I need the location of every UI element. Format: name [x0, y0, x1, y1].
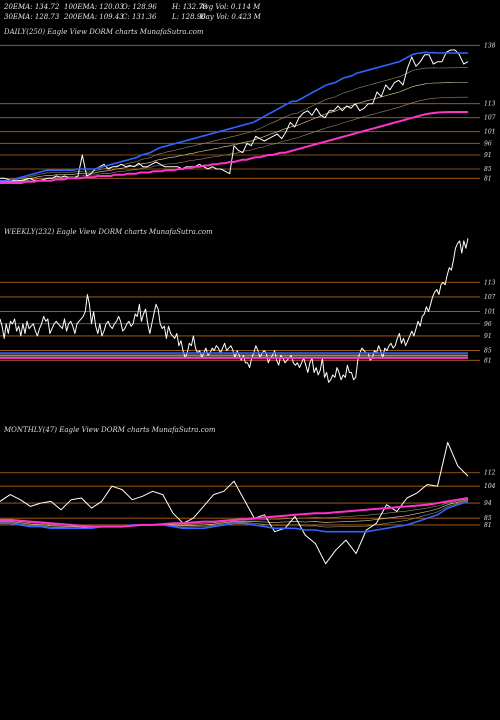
- ema200-value: 200EMA: 109.43: [64, 13, 124, 21]
- monthly-ema-fast-line: [0, 500, 469, 533]
- high-value: H: 132.79: [172, 3, 208, 11]
- ema20-value: 20EMA: 134.72: [4, 3, 60, 11]
- daily-price-line: [0, 49, 469, 182]
- close-value: C: 131.36: [122, 13, 157, 21]
- daily-ema-fast-line: [0, 51, 468, 182]
- weekly-tick-label: 91: [484, 333, 492, 340]
- daily-tick-label: 138: [484, 42, 496, 49]
- monthly-tick-label: 94: [484, 500, 492, 507]
- weekly-tick-label: 96: [484, 321, 492, 328]
- weekly-tick-label: 107: [484, 294, 496, 301]
- weekly-tick-label: 113: [484, 279, 496, 286]
- daily-ema-long-line: [0, 111, 468, 184]
- avg-vol-value: Avg Vol: 0.114 M: [200, 3, 261, 11]
- daily-tick-label: 85: [484, 166, 492, 173]
- weekly-tick-label: 101: [484, 309, 495, 316]
- monthly-ema-long-line: [0, 497, 469, 528]
- weekly-price-line: [0, 238, 469, 383]
- monthly-tick-label: 85: [484, 515, 492, 522]
- monthly-tick-label: 81: [484, 522, 492, 529]
- day-vol-value: Day Vol: 0.423 M: [200, 13, 261, 21]
- daily-chart-title: DAILY(250) Eagle View DORM charts Munafa…: [4, 28, 204, 36]
- weekly-tick-label: 85: [484, 348, 492, 355]
- weekly-chart-title: WEEKLY(232) Eagle View DORM charts Munaf…: [4, 228, 213, 236]
- monthly-tick-label: 104: [484, 483, 496, 490]
- monthly-ma-line: [0, 499, 469, 528]
- daily-tick-label: 81: [484, 175, 492, 182]
- ema100-value: 100EMA: 120.03: [64, 3, 124, 11]
- daily-chart-panel: 138 113 107 101 96 91 85 81: [0, 42, 496, 184]
- monthly-tick-label: 112: [484, 470, 496, 477]
- daily-tick-label: 107: [484, 115, 496, 122]
- daily-tick-label: 91: [484, 152, 492, 159]
- daily-ma-line: [0, 67, 468, 182]
- daily-tick-label: 113: [484, 101, 496, 108]
- stats-row-2: 30EMA: 128.73 200EMA: 109.43 C: 131.36 L…: [4, 13, 500, 22]
- daily-tick-label: 101: [484, 129, 495, 136]
- weekly-tick-label: 81: [484, 357, 492, 364]
- ema30-value: 30EMA: 128.73: [4, 13, 60, 21]
- daily-tick-label: 96: [484, 140, 492, 147]
- weekly-chart-panel: 113 107 101 96 91 85 81: [0, 238, 496, 383]
- monthly-chart-title: MONTHLY(47) Eagle View DORM charts Munaf…: [4, 426, 216, 434]
- daily-ma-line: [0, 82, 468, 183]
- open-value: O: 128.96: [122, 3, 157, 11]
- stats-row-1: 20EMA: 134.72 100EMA: 120.03 O: 128.96 H…: [4, 3, 500, 12]
- low-value: L: 128.96: [172, 13, 206, 21]
